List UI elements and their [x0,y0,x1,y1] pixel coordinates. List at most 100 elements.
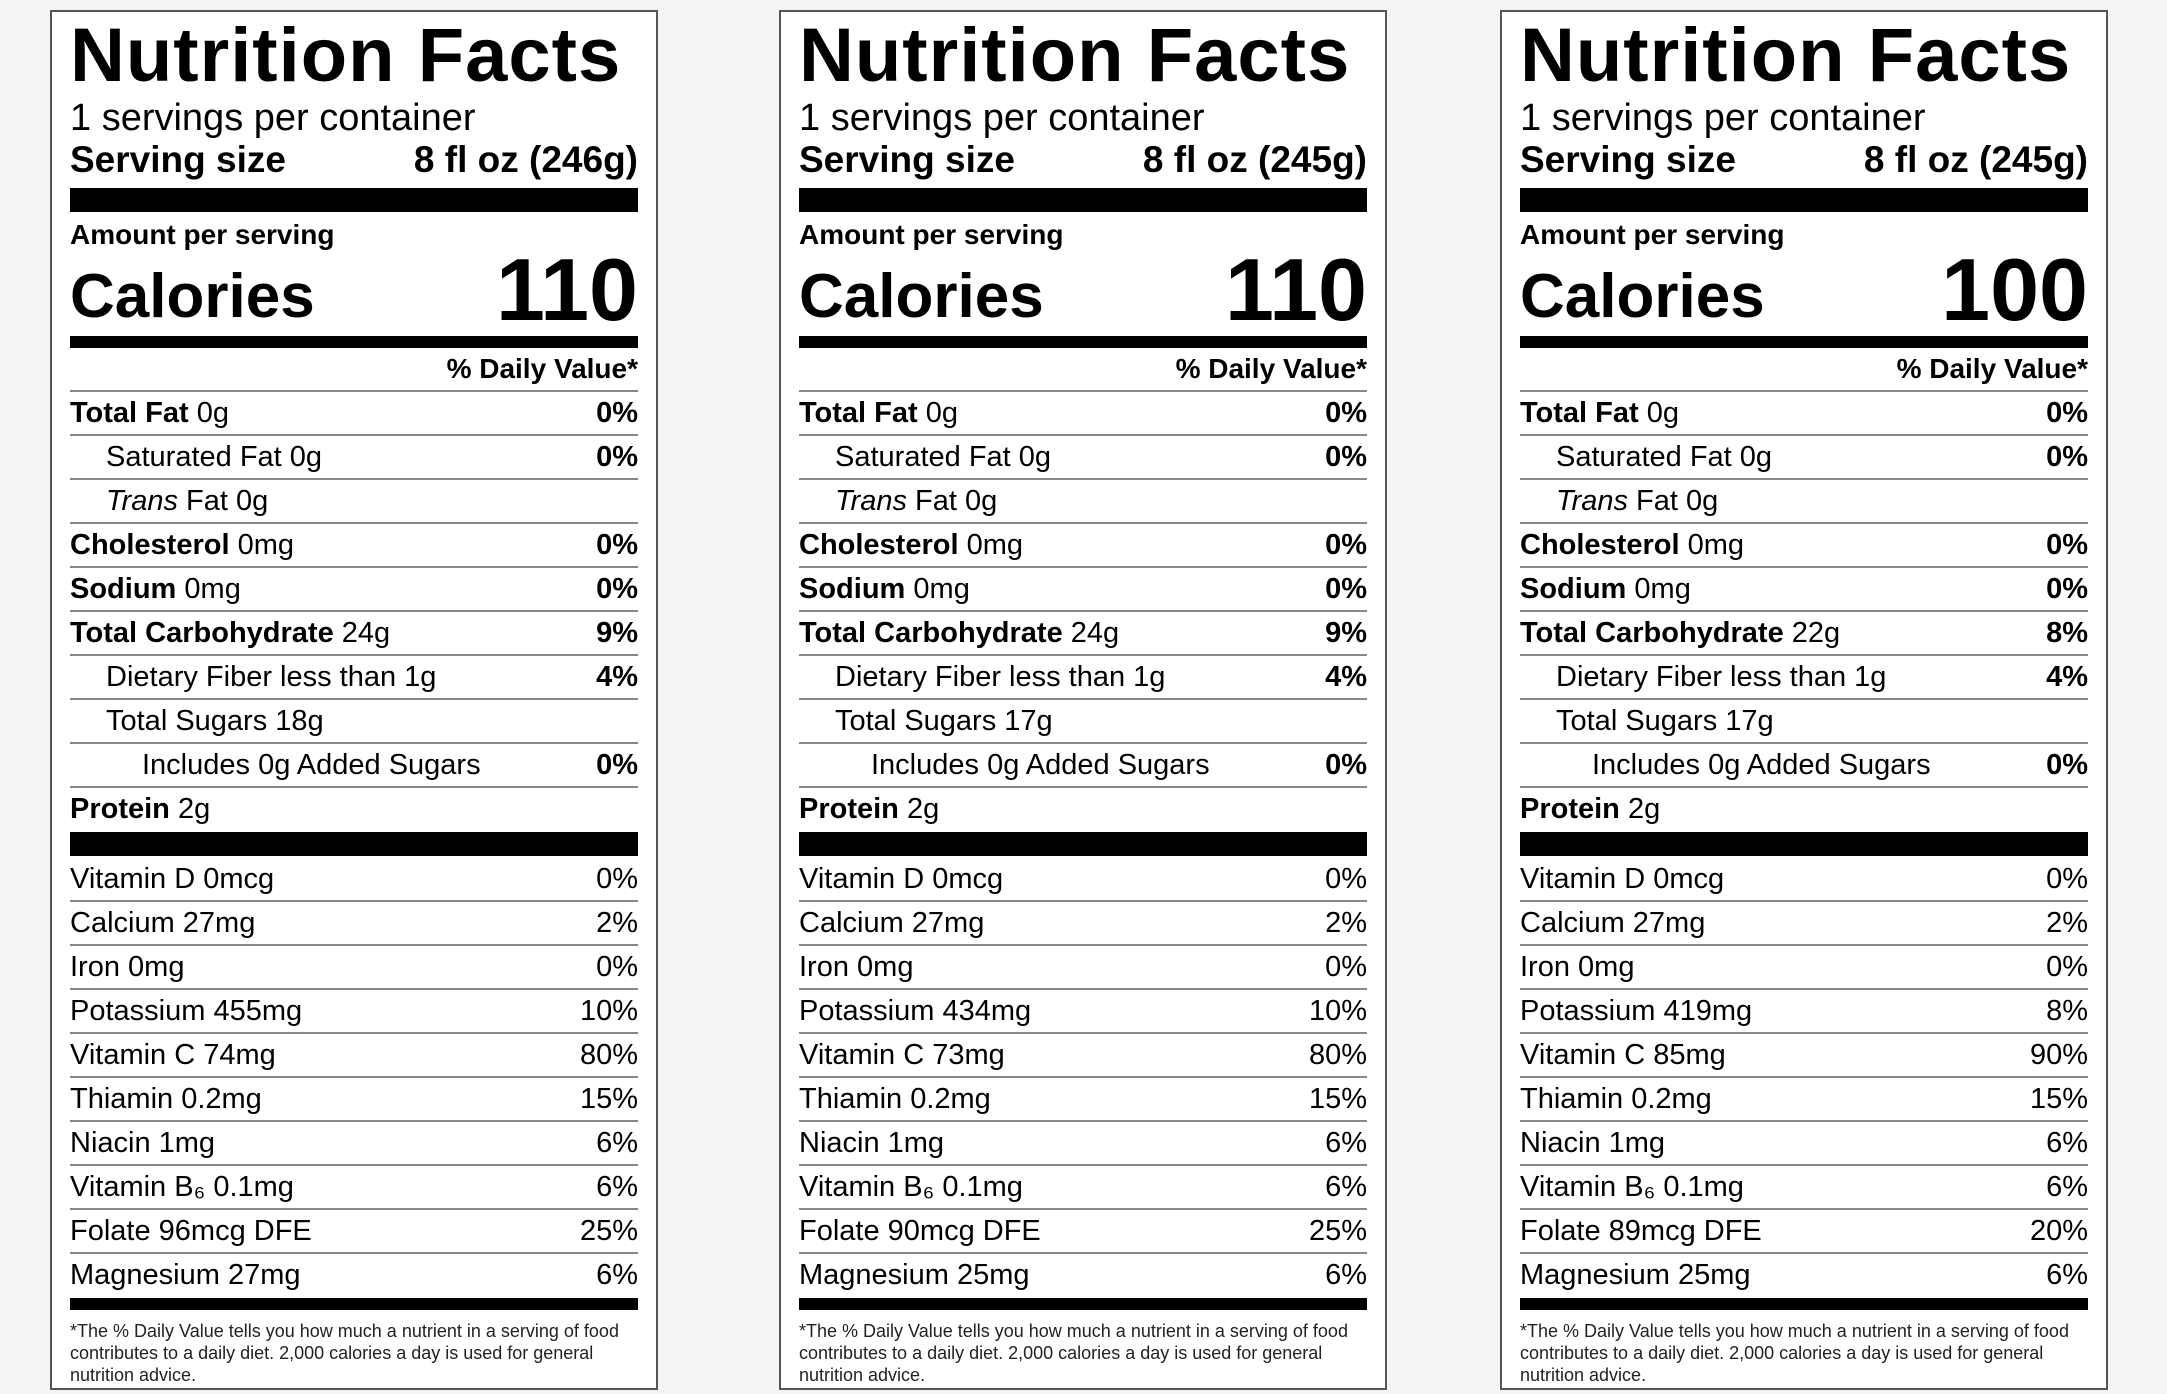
vitamin-row: Vitamin C 74mg 80% [70,1034,638,1078]
servings-per-container: 1 servings per container [1520,97,1926,139]
vitamin-pct: 25% [1308,1214,1367,1247]
protein-amount: 2g [906,792,940,825]
vitamin-row: Vitamin B₆ 0.1mg 6% [1520,1166,2088,1210]
daily-value-header: % Daily Value* [70,348,638,392]
fiber-row: Dietary Fiber less than 1g 4% [70,656,638,700]
vitamin-label: Thiamin 0.2mg [1520,1082,1712,1115]
carbohydrate-amount: 22g [1791,616,1841,649]
vitamin-pct: 0% [596,862,638,895]
vitamin-pct: 15% [1308,1082,1367,1115]
calories-row: Calories 110 [70,246,638,334]
calories-label: Calories [70,262,315,331]
vitamin-pct: 0% [1325,862,1367,895]
vitamin-label: Vitamin D 0mcg [70,862,275,895]
vitamin-label: Niacin 1mg [1520,1126,1666,1159]
vitamin-row: Thiamin 0.2mg 15% [799,1078,1367,1122]
serving-size-row: Serving size 8 fl oz (246g) [70,138,638,182]
total-fat-label: Total Fat 0g [799,397,958,430]
trans-word: Trans [835,484,907,517]
sodium-label: Sodium 0mg [1520,573,1691,606]
sodium-name: Sodium [799,572,906,605]
vitamin-row: Niacin 1mg 6% [1520,1122,2088,1166]
divider-medium [1520,336,2088,348]
footnote: *The % Daily Value tells you how much a … [70,1321,619,1385]
serving-size-value: 8 fl oz (245g) [1142,139,1367,180]
vitamin-label: Thiamin 0.2mg [70,1082,262,1115]
vitamin-pct: 2% [1325,906,1367,939]
total-fat-row: Total Fat 0g 0% [799,392,1367,436]
carbohydrate-pct: 9% [596,616,638,649]
vitamin-row: Vitamin D 0mcg 0% [70,858,638,902]
footnote: *The % Daily Value tells you how much a … [799,1321,1348,1385]
carbohydrate-label: Total Carbohydrate 24g [799,617,1119,650]
sodium-name: Sodium [1520,572,1627,605]
total-fat-name: Total Fat [1520,396,1639,429]
added-sugars-pct: 0% [2046,748,2088,781]
vitamin-label: Calcium 27mg [1520,906,1706,939]
vitamin-pct: 10% [579,994,638,1027]
fiber-label: Dietary Fiber less than 1g [1556,660,1887,693]
total-fat-pct: 0% [1325,396,1367,429]
sodium-amount: 0mg [1634,572,1691,605]
vitamin-label: Vitamin C 85mg [1520,1038,1726,1071]
protein-amount: 2g [177,792,211,825]
protein-name: Protein [1520,792,1620,825]
fiber-row: Dietary Fiber less than 1g 4% [1520,656,2088,700]
sugars-label: Total Sugars 17g [835,704,1053,737]
trans-fat-label: Trans Fat 0g [835,485,997,518]
vitamin-pct: 10% [1308,994,1367,1027]
vitamin-label: Calcium 27mg [70,906,256,939]
trans-fat-row: Trans Fat 0g [799,480,1367,524]
divider-medium [70,1298,638,1310]
trans-rest: Fat 0g [186,484,269,517]
calories-row: Calories 100 [1520,240,2088,339]
calories-value: 100 [1941,240,2088,339]
carbohydrate-name: Total Carbohydrate [70,616,334,649]
vitamin-pct: 15% [2029,1082,2088,1115]
fiber-label: Dietary Fiber less than 1g [835,660,1166,693]
saturated-fat-row: Saturated Fat 0g 0% [799,436,1367,480]
protein-row: Protein 2g [70,788,638,830]
sugars-row: Total Sugars 17g [1520,700,2088,744]
carbohydrate-amount: 24g [1070,616,1120,649]
total-fat-name: Total Fat [799,396,918,429]
cholesterol-amount: 0mg [966,528,1024,561]
serving-size-value: 8 fl oz (245g) [1863,139,2088,180]
vitamin-pct: 25% [579,1214,638,1247]
vitamin-pct: 6% [596,1258,638,1291]
vitamin-label: Folate 96mcg DFE [70,1214,312,1247]
sodium-amount: 0mg [184,572,241,605]
cholesterol-label: Cholesterol 0mg [1520,529,1744,562]
vitamin-row: Folate 96mcg DFE 25% [70,1210,638,1254]
vitamin-label: Vitamin B₆ 0.1mg [70,1170,294,1203]
trans-rest: Fat 0g [1636,484,1719,517]
vitamin-pct: 15% [579,1082,638,1115]
vitamin-row: Calcium 27mg 2% [799,902,1367,946]
carbohydrate-pct: 8% [2046,616,2088,649]
total-fat-amount: 0g [925,396,959,429]
trans-fat-row: Trans Fat 0g [1520,480,2088,524]
added-sugars-pct: 0% [1325,748,1367,781]
sodium-row: Sodium 0mg 0% [799,568,1367,612]
amount-per-serving: Amount per serving [799,219,1064,250]
carbohydrate-row: Total Carbohydrate 22g 8% [1520,612,2088,656]
vitamin-pct: 6% [596,1126,638,1159]
trans-rest: Fat 0g [915,484,998,517]
protein-row: Protein 2g [799,788,1367,830]
vitamin-label: Magnesium 25mg [1520,1258,1751,1291]
cholesterol-name: Cholesterol [70,528,230,561]
divider-medium [799,336,1367,348]
total-fat-pct: 0% [596,396,638,429]
vitamin-label: Iron 0mg [1520,950,1635,983]
amount-per-serving: Amount per serving [70,219,335,250]
vitamin-pct: 6% [1325,1258,1367,1291]
vitamin-row: Iron 0mg 0% [799,946,1367,990]
saturated-fat-label: Saturated Fat 0g [106,440,323,473]
protein-label: Protein 2g [70,793,210,826]
vitamin-row: Iron 0mg 0% [1520,946,2088,990]
trans-fat-label: Trans Fat 0g [106,485,268,518]
divider-thick [1520,832,2088,856]
vitamin-label: Iron 0mg [799,950,914,983]
vitamin-label: Potassium 419mg [1520,994,1753,1027]
carbohydrate-row: Total Carbohydrate 24g 9% [799,612,1367,656]
